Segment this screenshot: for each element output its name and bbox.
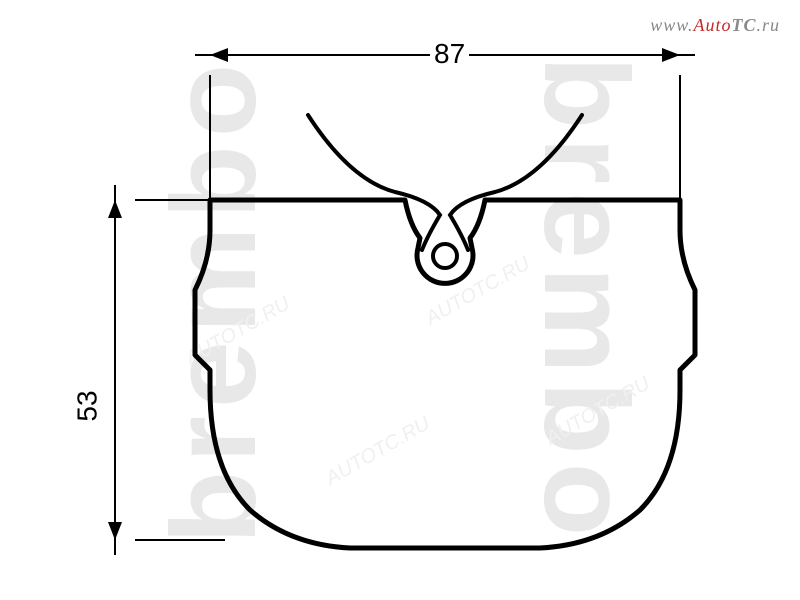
dimension-width-label: 87 <box>430 38 469 70</box>
url-prefix: www. <box>650 15 693 35</box>
technical-drawing <box>0 0 800 600</box>
dimension-height-label: 53 <box>72 386 104 425</box>
url-main: Auto <box>693 15 731 35</box>
spring-clip <box>308 115 582 250</box>
dimension-width <box>195 48 695 200</box>
url-accent: TC <box>731 15 756 35</box>
url-suffix: .ru <box>756 15 780 35</box>
brake-pad-outline <box>195 200 695 548</box>
source-url-watermark: www.AutoTC.ru <box>650 15 780 36</box>
